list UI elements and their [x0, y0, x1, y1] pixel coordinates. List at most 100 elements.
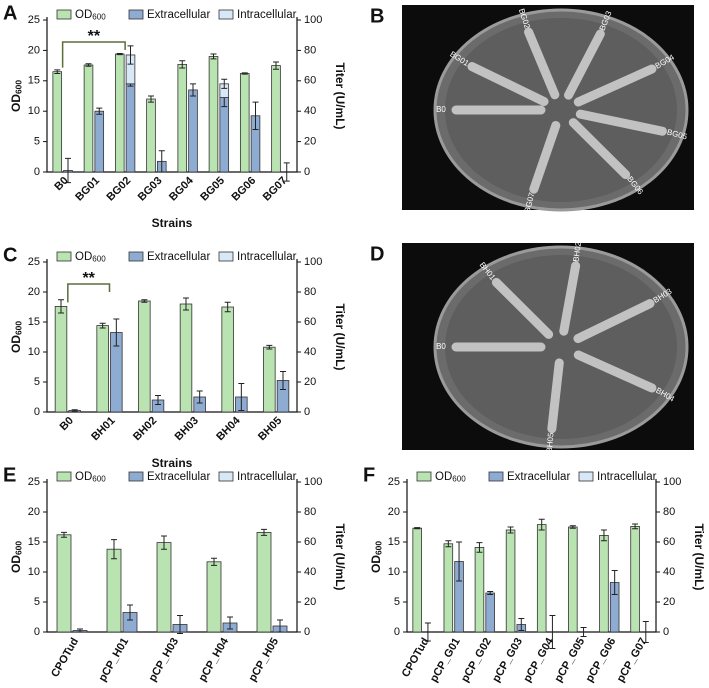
legend-swatch: [128, 251, 144, 262]
x-tick-label: BG01: [73, 175, 102, 204]
y2-tick-label: 80: [304, 506, 316, 518]
x-tick-label: BG07: [261, 175, 290, 204]
x-tick-label: BH03: [173, 415, 201, 443]
legend-label-main: OD: [75, 471, 92, 483]
legend-label: Extracellular: [147, 251, 210, 263]
y-tick-label: 5: [34, 376, 40, 388]
axes: [46, 17, 298, 173]
bar: [485, 592, 495, 633]
bar: [206, 561, 222, 633]
bar: [239, 73, 250, 173]
y-tick-label: 20: [388, 506, 400, 518]
legend-label: Extracellular: [147, 9, 210, 21]
y-tick-label: 0: [394, 626, 400, 638]
error-bar: [238, 383, 245, 411]
legend-swatch: [416, 471, 432, 482]
y2-tick-label: 0: [304, 626, 310, 638]
y2-tick-label: 40: [663, 566, 675, 578]
y-tick-label: 15: [28, 75, 40, 87]
bar: [106, 548, 122, 633]
x-tick-label: BG05: [198, 175, 227, 204]
error-bar: [518, 618, 525, 631]
streak: [491, 277, 554, 339]
bar: [188, 89, 198, 173]
y2-tick-label: 20: [304, 376, 316, 388]
panel-letter: C: [3, 244, 17, 266]
legend-label: Intracellular: [597, 471, 657, 483]
error-bar: [538, 518, 545, 531]
legend-label-sub: 600: [92, 475, 106, 484]
y-tick-label: 10: [28, 105, 40, 117]
plate-label: BH02: [571, 241, 583, 263]
bar: [156, 542, 172, 633]
x-tick-label: CPOTud: [49, 636, 81, 679]
y-tick-label: 25: [28, 476, 40, 488]
y2-tick-label: 80: [304, 286, 316, 298]
bar: [271, 65, 281, 173]
y-axis-title: OD600: [369, 541, 384, 573]
y2-tick-label: 20: [663, 596, 675, 608]
y-tick-label: 20: [28, 286, 40, 298]
error-bar: [148, 95, 154, 103]
bar: [412, 527, 422, 633]
y-tick-label: 15: [28, 316, 40, 328]
legend-label: Extracellular: [147, 471, 210, 483]
panel-letter: F: [363, 464, 375, 486]
error-bar: [241, 72, 248, 75]
streak: [573, 299, 655, 344]
bar: [263, 346, 276, 413]
error-bar: [96, 107, 103, 115]
y2-axis-title: Titer (U/mL): [692, 523, 706, 590]
error-bar: [141, 299, 148, 303]
bar: [114, 53, 125, 173]
y-axis-title-sub: 600: [14, 80, 24, 94]
bar: [94, 110, 105, 173]
y2-tick-label: 60: [304, 75, 316, 87]
x-tick-label: pCP_G05: [552, 636, 587, 684]
y-axis-title-main: OD: [9, 335, 23, 353]
error-bar: [179, 60, 186, 69]
error-bar: [280, 371, 286, 390]
y2-tick-label: 60: [663, 536, 675, 548]
streak: [559, 261, 581, 336]
legend-label-sub: 600: [92, 255, 106, 264]
error-bar: [127, 604, 133, 621]
y-tick-label: 25: [388, 476, 400, 488]
x-tick-label: BG04: [167, 174, 196, 203]
bar: [599, 535, 609, 633]
bar: [221, 306, 234, 413]
y-tick-label: 25: [28, 256, 40, 268]
y2-tick-label: 100: [663, 476, 681, 488]
y2-tick-label: 20: [304, 136, 316, 148]
error-bar: [65, 157, 71, 184]
bar: [505, 529, 516, 633]
streak: [573, 350, 657, 393]
error-bar: [77, 628, 83, 633]
y-tick-label: 20: [28, 506, 40, 518]
x-tick-label: pCP_G01: [428, 636, 463, 684]
x-axis-title: Strains: [152, 456, 193, 470]
x-tick-label: BH01: [89, 415, 117, 443]
bar: [125, 83, 136, 173]
y-axis-title-main: OD: [369, 555, 383, 573]
x-tick-label: pCP_H01: [97, 636, 132, 684]
x-tick-label: BG06: [229, 175, 258, 204]
y2-tick-label: 20: [304, 596, 316, 608]
error-bar: [177, 615, 183, 634]
y2-tick-label: 40: [304, 346, 316, 358]
legend-label: OD600: [75, 251, 106, 264]
bar: [568, 526, 578, 633]
bar: [54, 305, 68, 413]
error-bar: [227, 616, 233, 630]
error-bar: [283, 162, 290, 182]
y-tick-label: 20: [28, 44, 40, 56]
bar: [56, 534, 72, 633]
y-axis-title-main: OD: [9, 555, 23, 573]
streak: [575, 109, 667, 136]
legend-swatch: [218, 251, 234, 262]
bar: [208, 56, 219, 173]
bar: [177, 63, 188, 173]
bar: [256, 532, 272, 633]
legend-swatch: [56, 9, 72, 20]
y-axis-title-sub: 600: [14, 541, 24, 555]
